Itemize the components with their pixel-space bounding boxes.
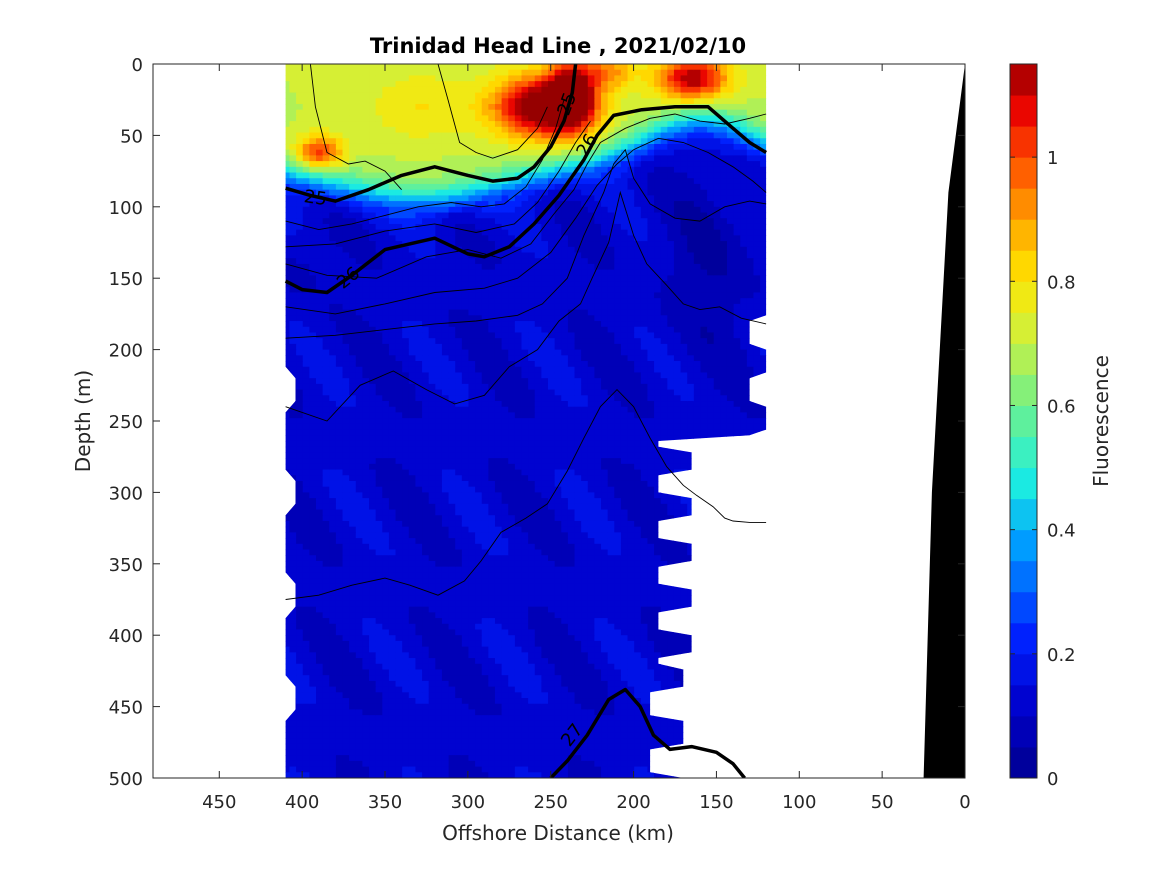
thin-isopycnal-6 [285,148,767,339]
x-tick-label: 350 [368,792,402,813]
x-tick-label: 150 [699,792,733,813]
colorbar-tick-label: 0.8 [1047,272,1076,293]
x-tick-label: 300 [451,792,485,813]
x-tick-label: 450 [202,792,236,813]
y-tick-label: 200 [109,341,143,362]
colorbar-ticks: 0 0.2 0.4 0.6 0.8 1 [1010,148,1076,790]
colorbar-label: Fluorescence [1089,355,1113,487]
y-tick-label: 50 [120,126,143,147]
y-tick-label: 250 [109,412,143,433]
colorbar-tick-label: 0.4 [1047,521,1076,542]
thin-isopycnal-5 [285,137,767,315]
colorbar-tick-label: 0.6 [1047,396,1076,417]
y-tick-label: 0 [132,55,143,76]
x-tick-label: 200 [616,792,650,813]
colorbar-tick-label: 1 [1047,148,1058,169]
contour-label-0: 25 [303,186,329,210]
colorbar-frame [1009,63,1038,779]
colorbar [1010,64,1037,779]
bold-isopycnal-26 [284,105,768,295]
y-tick-label: 500 [109,769,143,790]
colorbar-tick-label: 0.2 [1047,645,1076,666]
x-tick-label: 0 [959,792,970,813]
x-axis-ticks: 450 400 350 300 250 200 150 100 50 0 [202,64,971,813]
x-tick-label: 100 [782,792,816,813]
y-tick-label: 100 [109,198,143,219]
y-tick-label: 450 [109,698,143,719]
thin-isopycnal-0 [309,64,402,190]
x-axis-label: Offshore Distance (km) [442,821,674,845]
y-axis-ticks: 0 50 100 150 200 250 300 350 400 450 500 [109,55,965,790]
y-axis-label: Depth (m) [71,370,95,472]
thin-isopycnal-8 [285,388,767,600]
chart-title: Trinidad Head Line , 2021/02/10 [370,34,746,58]
thin-isopycnal-3 [285,120,591,248]
thin-isopycnal-7 [285,190,767,422]
x-tick-label: 250 [534,792,568,813]
bold-isopycnal-25 [285,64,578,203]
isopycnal-contours [284,64,768,778]
x-tick-label: 400 [285,792,319,813]
colorbar-tick-label: 0 [1047,769,1058,790]
thin-isopycnal-1 [437,64,548,159]
y-tick-label: 350 [109,555,143,576]
x-tick-label: 50 [871,792,894,813]
continental-shelf [915,64,965,778]
thin-isopycnal-4 [285,113,767,279]
bold-isopycnal-27 [549,687,746,778]
y-tick-label: 400 [109,626,143,647]
y-tick-label: 300 [109,483,143,504]
y-tick-label: 150 [109,269,143,290]
